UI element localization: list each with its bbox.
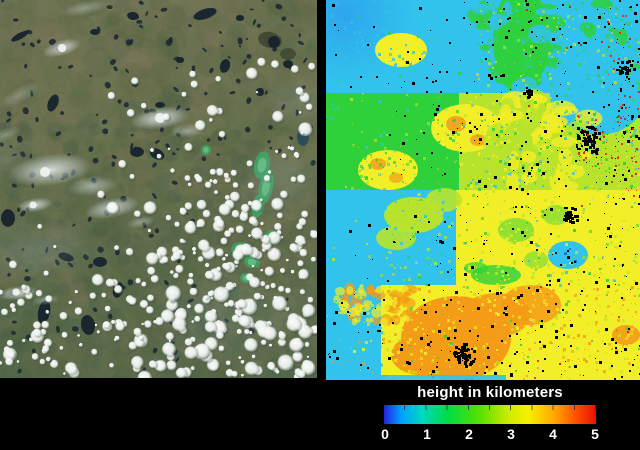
- tick-label-0: 0: [381, 426, 389, 442]
- tick-label-4: 4: [549, 426, 557, 442]
- legend-title: height in kilometers: [417, 384, 563, 401]
- colorbar: [384, 405, 596, 424]
- tick-label-5: 5: [591, 426, 599, 442]
- tick-label-1: 1: [423, 426, 431, 442]
- satellite-image-panel: [0, 0, 317, 378]
- colorbar-tick-marks: [384, 405, 596, 410]
- tick-label-3: 3: [507, 426, 515, 442]
- tick-label-2: 2: [465, 426, 473, 442]
- height-map-panel: [326, 0, 640, 380]
